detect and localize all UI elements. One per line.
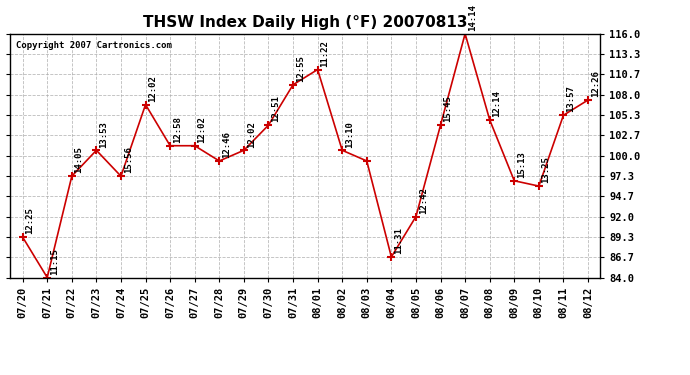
Text: 15:13: 15:13 (517, 151, 526, 178)
Text: 13:10: 13:10 (345, 121, 354, 147)
Text: 11:31: 11:31 (394, 227, 403, 254)
Text: 12:14: 12:14 (493, 90, 502, 117)
Text: 12:26: 12:26 (591, 70, 600, 97)
Text: 12:02: 12:02 (197, 116, 206, 143)
Text: 12:58: 12:58 (173, 116, 182, 143)
Text: 12:55: 12:55 (296, 55, 305, 82)
Text: 15:56: 15:56 (124, 147, 132, 173)
Text: 12:51: 12:51 (271, 96, 280, 122)
Title: THSW Index Daily High (°F) 20070813: THSW Index Daily High (°F) 20070813 (143, 15, 468, 30)
Text: 14:14: 14:14 (468, 4, 477, 31)
Text: 11:22: 11:22 (320, 40, 329, 67)
Text: 15:45: 15:45 (443, 96, 453, 122)
Text: 13:25: 13:25 (542, 156, 551, 183)
Text: 12:42: 12:42 (419, 187, 428, 214)
Text: 13:53: 13:53 (99, 121, 108, 147)
Text: 13:57: 13:57 (566, 86, 575, 112)
Text: 12:02: 12:02 (148, 75, 157, 102)
Text: 11:15: 11:15 (50, 248, 59, 275)
Text: 12:02: 12:02 (246, 121, 256, 147)
Text: 12:25: 12:25 (26, 207, 34, 234)
Text: Copyright 2007 Cartronics.com: Copyright 2007 Cartronics.com (17, 41, 172, 50)
Text: 12:46: 12:46 (222, 131, 231, 158)
Text: 14:05: 14:05 (75, 147, 83, 173)
